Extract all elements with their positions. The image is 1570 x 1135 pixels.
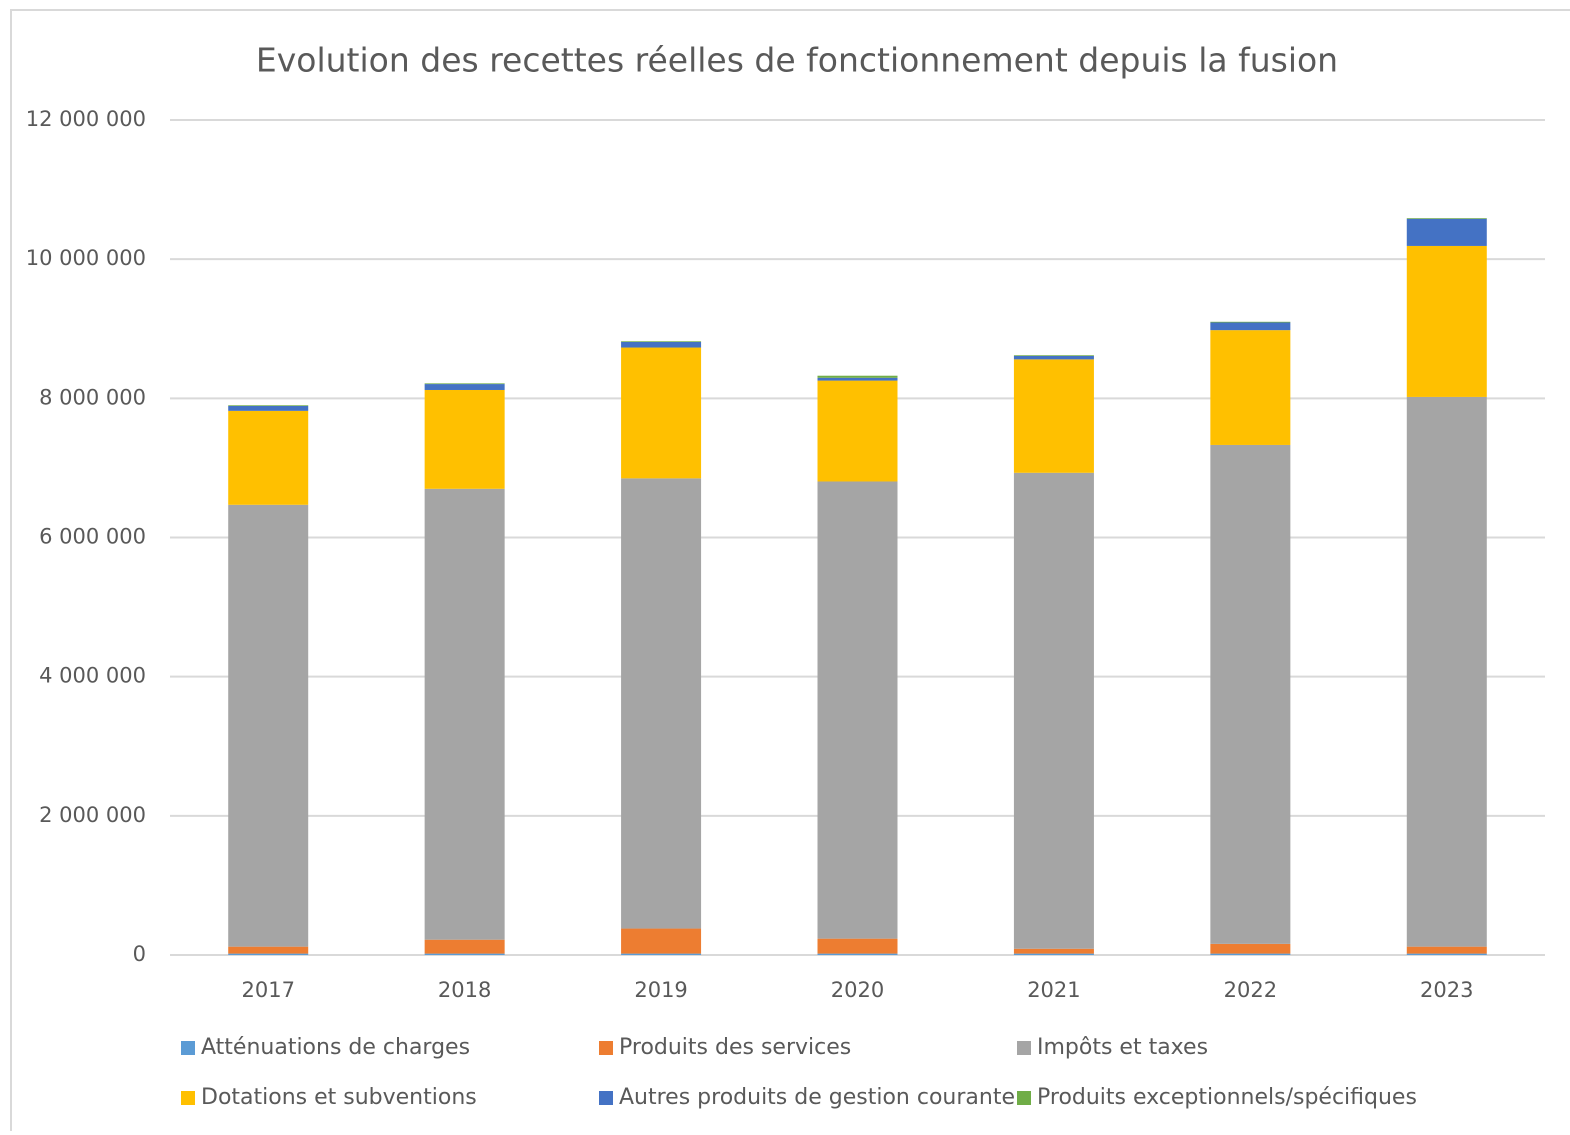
legend-swatch xyxy=(181,1091,195,1105)
bar-segment xyxy=(1210,943,1291,954)
x-tick-label: 2020 xyxy=(831,978,884,1002)
x-tick-label: 2021 xyxy=(1027,978,1080,1002)
bar-segment xyxy=(1406,245,1487,397)
x-tick-label: 2023 xyxy=(1420,978,1473,1002)
legend-swatch xyxy=(599,1091,613,1105)
y-tick-label: 2 000 000 xyxy=(39,803,146,827)
bar-segment xyxy=(817,375,898,378)
bar-segment xyxy=(1406,953,1487,955)
bar-segment xyxy=(228,953,309,955)
bar-segment xyxy=(817,953,898,955)
legend-label: Atténuations de charges xyxy=(201,1035,470,1060)
bar-segment xyxy=(228,946,309,954)
bar-segment xyxy=(424,384,505,390)
bar-segment xyxy=(1210,444,1291,944)
bar-segment xyxy=(228,405,309,411)
bar-segment xyxy=(1013,359,1094,473)
bar-segment xyxy=(424,488,505,940)
y-tick-label: 4 000 000 xyxy=(39,664,146,688)
bar-segment xyxy=(228,410,309,505)
bar-segment xyxy=(621,953,702,955)
x-tick-label: 2018 xyxy=(438,978,491,1002)
bar-segment xyxy=(424,383,505,385)
legend-label: Dotations et subventions xyxy=(201,1085,477,1110)
legend-label: Produits exceptionnels/spécifiques xyxy=(1037,1085,1417,1110)
legend-swatch xyxy=(181,1041,195,1055)
bar-segment xyxy=(424,389,505,489)
y-tick-label: 0 xyxy=(133,942,146,966)
y-tick-label: 6 000 000 xyxy=(39,525,146,549)
bar-segment xyxy=(1013,953,1094,955)
bar-segment xyxy=(1013,472,1094,949)
bar-segment xyxy=(621,341,702,348)
x-tick-label: 2017 xyxy=(241,978,294,1002)
bar-segment xyxy=(817,938,898,954)
x-tick-label: 2019 xyxy=(634,978,687,1002)
bar-segment xyxy=(228,405,309,406)
bar-segment xyxy=(1210,953,1291,955)
bar-segment xyxy=(1013,948,1094,954)
bar-segment xyxy=(817,377,898,381)
legend-swatch xyxy=(599,1041,613,1055)
bar-segment xyxy=(817,380,898,482)
bar-segment xyxy=(1406,396,1487,947)
y-tick-label: 12 000 000 xyxy=(26,107,146,131)
bar-segment xyxy=(424,953,505,955)
bar-segment xyxy=(621,347,702,479)
x-tick-label: 2022 xyxy=(1224,978,1277,1002)
bar-segment xyxy=(1406,946,1487,954)
legend-swatch xyxy=(1017,1041,1031,1055)
bar-segment xyxy=(1406,218,1487,246)
chart-title: Evolution des recettes réelles de foncti… xyxy=(256,41,1338,80)
legend-label: Produits des services xyxy=(619,1035,851,1060)
bar-segment xyxy=(1013,355,1094,356)
bar-segment xyxy=(1210,322,1291,331)
bar-segment xyxy=(1013,355,1094,360)
legend-label: Impôts et taxes xyxy=(1037,1035,1208,1060)
y-tick-label: 8 000 000 xyxy=(39,385,146,409)
y-tick-label: 10 000 000 xyxy=(26,246,146,270)
bar-segment xyxy=(621,928,702,954)
bar-segment xyxy=(1406,218,1487,219)
legend-label: Autres produits de gestion courante xyxy=(619,1085,1015,1110)
bar-segment xyxy=(1210,330,1291,445)
bar-segment xyxy=(424,939,505,954)
bar-segment xyxy=(228,504,309,947)
bar-segment xyxy=(817,481,898,939)
bar-segment xyxy=(621,341,702,342)
bar-segment xyxy=(621,478,702,929)
legend-swatch xyxy=(1017,1091,1031,1105)
bar-segment xyxy=(1210,321,1291,323)
